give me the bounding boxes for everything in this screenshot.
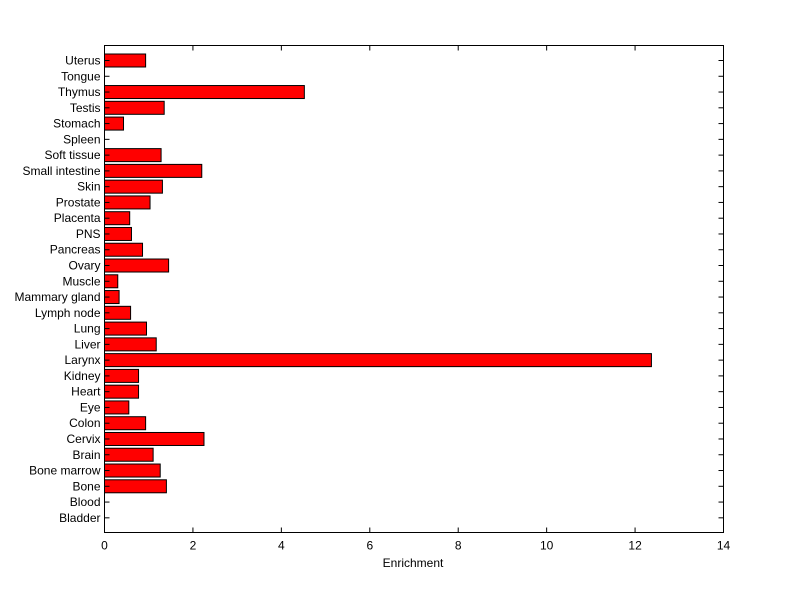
x-tick-label: 4 xyxy=(278,539,285,553)
y-tick-label: Colon xyxy=(69,416,100,430)
bar-lung xyxy=(104,321,148,336)
bar-heart xyxy=(104,384,140,399)
x-tick-label: 2 xyxy=(190,539,197,553)
y-tick-label: Kidney xyxy=(64,369,101,383)
y-tick-label: Placenta xyxy=(54,211,101,225)
y-tick-label: Uterus xyxy=(65,54,100,68)
y-tick-label: Testis xyxy=(70,101,101,115)
x-tick-label: 12 xyxy=(628,539,642,553)
y-tick-label: Liver xyxy=(74,337,100,351)
y-tick-label: Lymph node xyxy=(35,306,101,320)
y-tick-label: Soft tissue xyxy=(44,148,100,162)
y-tick-label: Prostate xyxy=(56,195,101,209)
x-axis-label: Enrichment xyxy=(383,556,444,570)
bar-bone xyxy=(104,479,167,494)
y-tick-label: Eye xyxy=(80,400,101,414)
y-tick-label: Skin xyxy=(77,180,100,194)
ticks-layer xyxy=(104,45,724,533)
bar-bone-marrow xyxy=(104,463,161,478)
y-tick-label: Pancreas xyxy=(50,243,101,257)
bar-brain xyxy=(104,447,154,462)
y-tick-label: PNS xyxy=(76,227,101,241)
bar-liver xyxy=(104,337,157,352)
bar-small-intestine xyxy=(104,163,203,178)
bar-larynx xyxy=(104,353,652,368)
y-tick-label: Heart xyxy=(71,385,101,399)
bar-soft-tissue xyxy=(104,148,162,163)
x-tick-label: 14 xyxy=(717,539,731,553)
bar-skin xyxy=(104,179,163,194)
y-tick-label: Bone marrow xyxy=(29,464,101,478)
bar-kidney xyxy=(104,368,140,383)
y-tick-label: Bone xyxy=(72,479,100,493)
y-tick-label: Lung xyxy=(74,322,101,336)
bars-layer xyxy=(104,53,652,494)
x-tick-label: 6 xyxy=(366,539,373,553)
bar-ovary xyxy=(104,258,170,273)
bar-testis xyxy=(104,100,165,115)
x-tick-label: 10 xyxy=(540,539,554,553)
y-tick-label: Brain xyxy=(72,448,100,462)
y-tick-label: Tongue xyxy=(61,69,101,83)
bar-thymus xyxy=(104,85,305,100)
bar-cervix xyxy=(104,431,205,446)
x-tick-label: 0 xyxy=(101,539,108,553)
bar-pancreas xyxy=(104,242,144,257)
y-tick-label: Stomach xyxy=(53,117,100,131)
plot-frame xyxy=(104,45,724,533)
y-tick-label: Spleen xyxy=(63,132,100,146)
y-tick-label: Blood xyxy=(70,495,101,509)
bar-uterus xyxy=(104,53,147,68)
y-tick-label: Thymus xyxy=(58,85,101,99)
y-tick-label: Muscle xyxy=(62,274,100,288)
y-tick-label: Small intestine xyxy=(22,164,100,178)
y-tick-label: Larynx xyxy=(64,353,100,367)
y-tick-label: Cervix xyxy=(66,432,100,446)
y-tick-label: Ovary xyxy=(68,259,100,273)
bar-colon xyxy=(104,416,147,431)
y-tick-label: Mammary gland xyxy=(14,290,100,304)
bar-prostate xyxy=(104,195,151,210)
y-tick-label: Bladder xyxy=(59,511,100,525)
x-tick-label: 8 xyxy=(455,539,462,553)
